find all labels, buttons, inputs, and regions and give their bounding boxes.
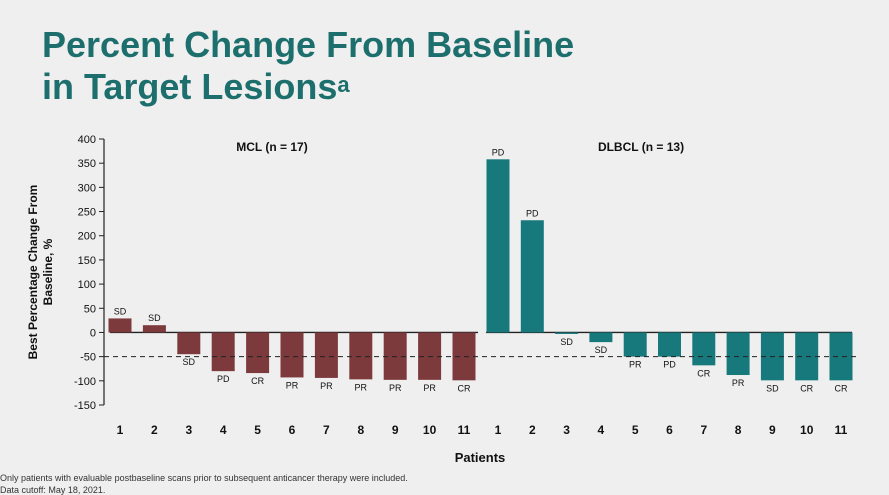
response-label: CR bbox=[458, 383, 471, 393]
y-tick-label: 250 bbox=[78, 207, 96, 219]
x-tick-label: 9 bbox=[769, 423, 776, 437]
x-tick-label: 9 bbox=[392, 423, 399, 437]
x-tick-label: 4 bbox=[598, 423, 605, 437]
response-label: PR bbox=[629, 360, 642, 370]
bar bbox=[520, 220, 544, 333]
bar bbox=[142, 325, 166, 333]
y-tick-label: -100 bbox=[74, 376, 96, 388]
x-tick-label: 3 bbox=[563, 423, 570, 437]
response-label: SD bbox=[183, 357, 196, 367]
bar bbox=[726, 332, 750, 376]
response-label: PD bbox=[492, 147, 505, 157]
response-label: SD bbox=[114, 306, 127, 316]
x-tick-label: 8 bbox=[735, 423, 742, 437]
y-tick-label: 200 bbox=[78, 231, 96, 243]
response-label: SD bbox=[595, 345, 608, 355]
bar bbox=[211, 332, 235, 372]
x-tick-label: 5 bbox=[254, 423, 261, 437]
x-tick-label: 1 bbox=[495, 423, 502, 437]
response-label: PR bbox=[389, 383, 402, 393]
response-label: SD bbox=[148, 313, 161, 323]
panel-label: MCL (n = 17) bbox=[236, 140, 307, 154]
y-axis-title-line-1: Best Percentage Change From bbox=[26, 185, 40, 360]
x-axis-title: Patients bbox=[455, 450, 506, 465]
bar bbox=[108, 318, 132, 333]
bar bbox=[623, 332, 647, 357]
x-tick-label: 8 bbox=[357, 423, 364, 437]
bar bbox=[314, 332, 338, 378]
response-label: PD bbox=[663, 360, 676, 370]
bar bbox=[589, 332, 613, 343]
bar bbox=[280, 332, 304, 378]
panel-label: DLBCL (n = 13) bbox=[598, 140, 684, 154]
x-tick-label: 10 bbox=[800, 423, 814, 437]
response-label: CR bbox=[835, 383, 848, 393]
y-tick-label: 350 bbox=[78, 158, 96, 170]
response-label: CR bbox=[800, 383, 813, 393]
y-tick-label: -50 bbox=[80, 352, 96, 364]
bar bbox=[177, 332, 201, 355]
bar bbox=[555, 332, 579, 334]
response-label: SD bbox=[560, 337, 573, 347]
x-tick-label: 6 bbox=[289, 423, 296, 437]
y-tick-label: 50 bbox=[84, 303, 96, 315]
title-line-1: Percent Change From Baseline bbox=[42, 24, 575, 65]
response-label: SD bbox=[766, 383, 779, 393]
response-label: CR bbox=[251, 376, 264, 386]
title-superscript: a bbox=[337, 72, 350, 97]
x-tick-label: 10 bbox=[423, 423, 437, 437]
title-line-2: in Target Lesions bbox=[42, 66, 338, 107]
y-tick-label: 0 bbox=[90, 327, 96, 339]
x-tick-label: 7 bbox=[700, 423, 707, 437]
y-tick-label: -150 bbox=[74, 400, 96, 412]
x-tick-label: 1 bbox=[117, 423, 124, 437]
x-tick-label: 6 bbox=[666, 423, 673, 437]
y-tick-label: 150 bbox=[78, 255, 96, 267]
bar bbox=[692, 332, 716, 366]
x-tick-label: 5 bbox=[632, 423, 639, 437]
chart-title: Percent Change From Baseline in Target L… bbox=[42, 24, 574, 108]
bar bbox=[658, 332, 681, 357]
bar bbox=[246, 332, 270, 374]
x-tick-label: 2 bbox=[529, 423, 536, 437]
response-label: PR bbox=[423, 383, 436, 393]
x-tick-label: 3 bbox=[185, 423, 192, 437]
y-tick-label: 400 bbox=[78, 134, 96, 146]
x-tick-label: 11 bbox=[835, 423, 848, 437]
bar bbox=[486, 159, 510, 333]
footnote-cutoff: Data cutoff: May 18, 2021. bbox=[0, 485, 106, 495]
response-label: PD bbox=[217, 374, 230, 384]
response-label: PR bbox=[732, 378, 745, 388]
x-tick-label: 4 bbox=[220, 423, 227, 437]
y-tick-label: 100 bbox=[78, 279, 96, 291]
bar bbox=[829, 332, 853, 381]
response-label: CR bbox=[697, 368, 710, 378]
y-axis-title-line-2: Baseline, % bbox=[41, 238, 55, 305]
x-tick-label: 11 bbox=[458, 423, 471, 437]
y-tick-label: 300 bbox=[78, 182, 96, 194]
response-label: PR bbox=[355, 382, 368, 392]
bar bbox=[349, 332, 373, 380]
x-tick-label: 7 bbox=[323, 423, 330, 437]
response-label: PD bbox=[526, 208, 539, 218]
x-tick-label: 2 bbox=[151, 423, 158, 437]
footnote-scans: Only patients with evaluable postbaselin… bbox=[0, 473, 408, 483]
response-label: PR bbox=[320, 381, 333, 391]
response-label: PR bbox=[286, 380, 299, 390]
